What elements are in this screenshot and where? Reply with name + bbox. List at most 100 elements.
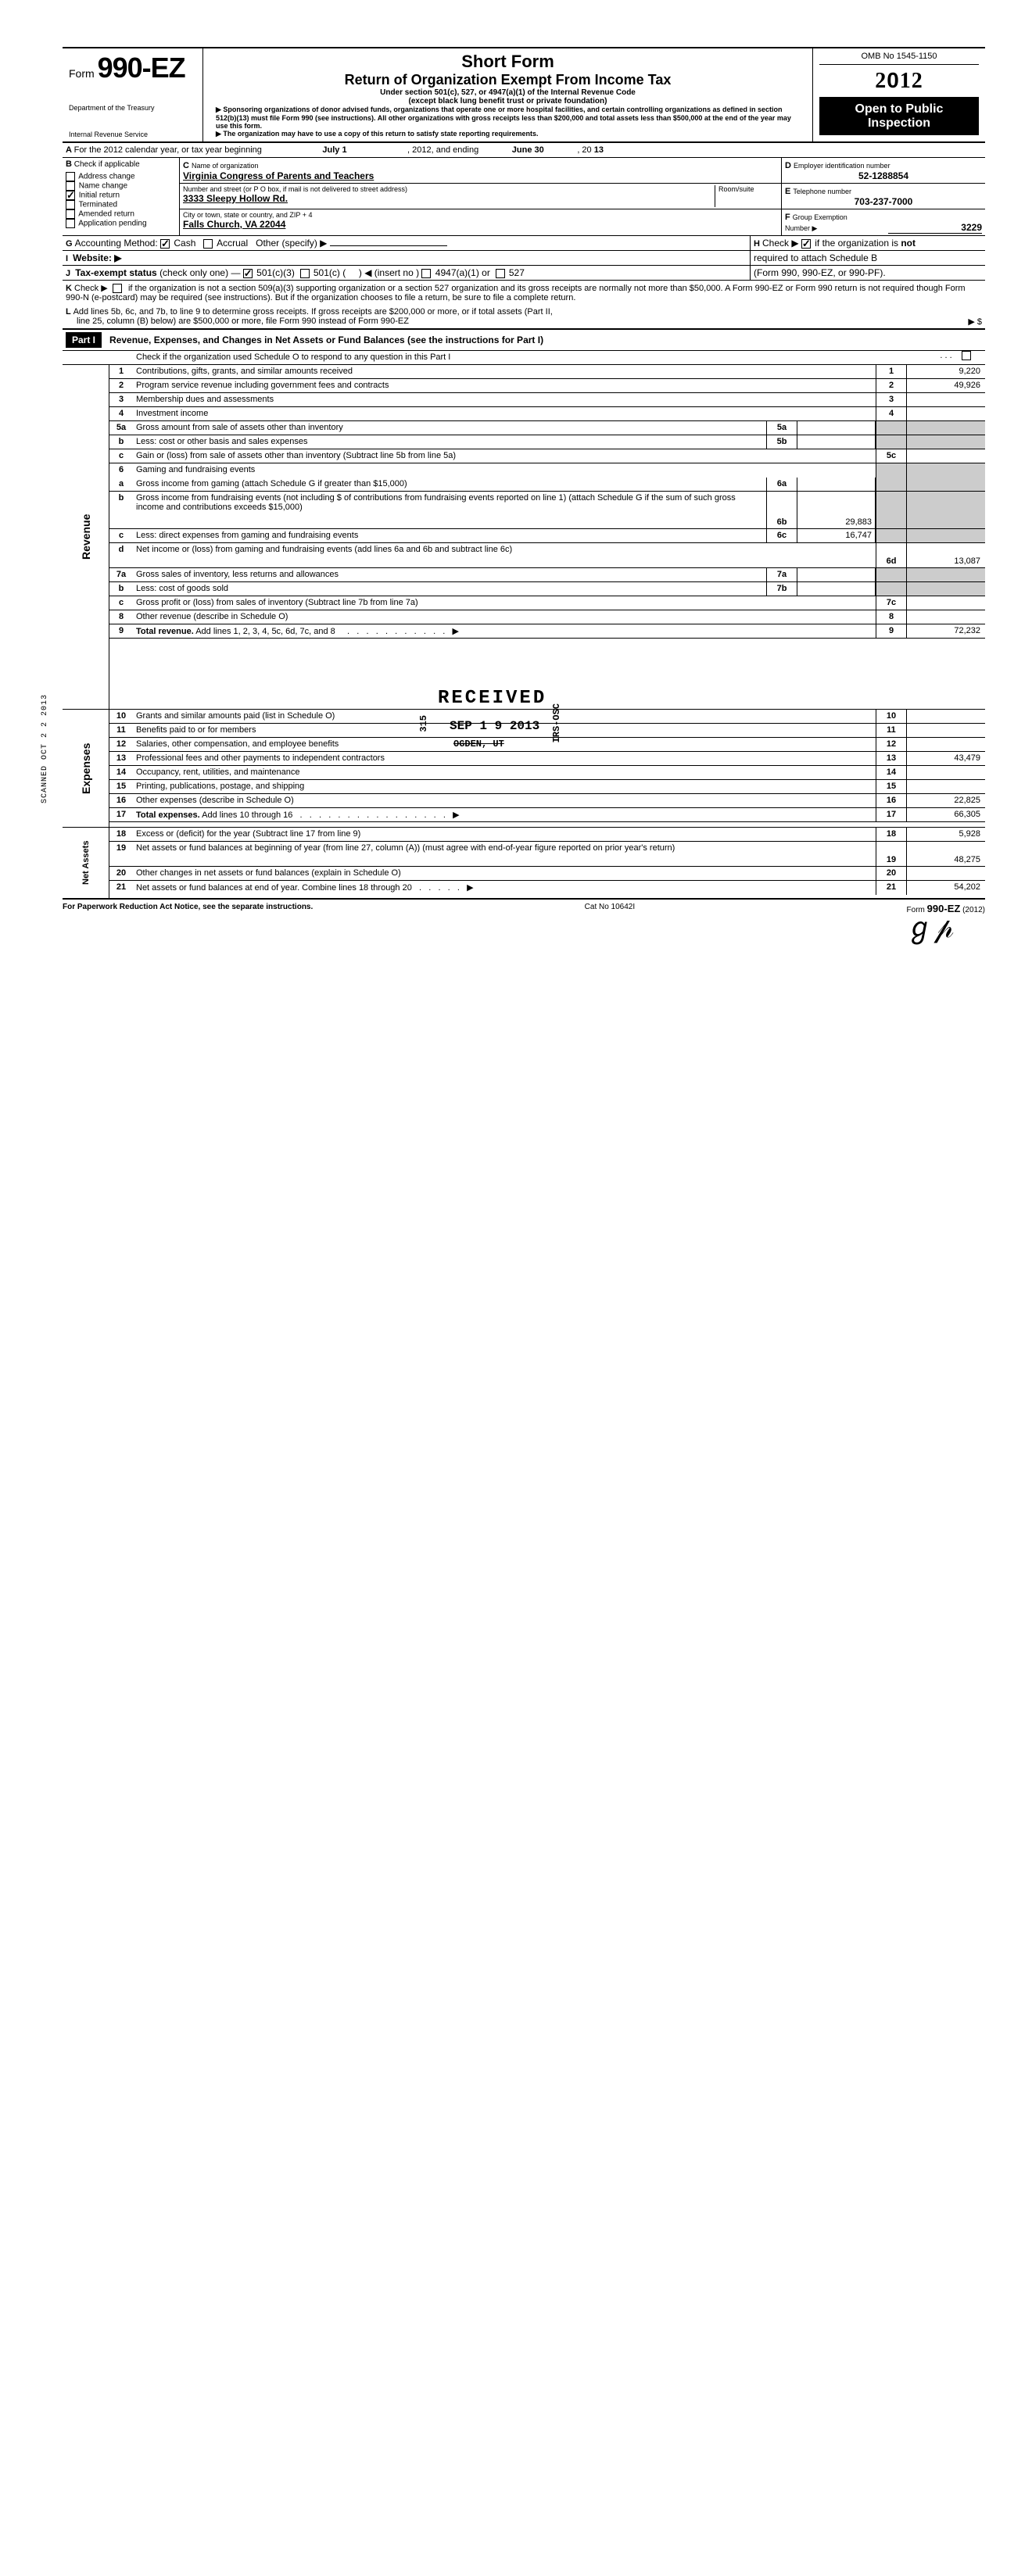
cb-501c[interactable] [300,269,310,278]
ln15-d: Printing, publications, postage, and shi… [133,780,876,793]
ln9-n: 9 [109,624,133,638]
b-item-4: Amended return [78,210,134,219]
j-o4: 527 [509,267,525,278]
state-note: The organization may have to use a copy … [210,130,806,138]
ln7b-mn: 7b [766,582,797,596]
ln16-rn: 16 [876,794,907,807]
b-item-0: Address change [78,173,134,181]
cb-cash[interactable] [160,239,170,249]
j-label: Tax-exempt status [75,267,156,278]
cb-initial-return[interactable] [66,191,75,200]
f-label: Group Exemption [793,213,847,221]
ln20-d: Other changes in net assets or fund bala… [133,867,876,880]
ln2-rv: 49,926 [907,379,985,392]
ln8-rv [907,610,985,624]
l-t1: Add lines 5b, 6c, and 7b, to line 9 to d… [73,307,553,317]
cb-part1[interactable] [962,351,971,360]
cb-k[interactable] [113,284,122,293]
ln18-rn: 18 [876,828,907,841]
ln7b-d: Less: cost of goods sold [133,582,766,596]
ln8-rn: 8 [876,610,907,624]
ln21-n: 21 [109,881,133,895]
scanned-stamp: SCANNED OCT 2 2 2013 [41,694,49,803]
ln6c-mn: 6c [766,529,797,542]
cb-terminated[interactable] [66,200,75,209]
a-yrsuf: , 20 [577,145,591,155]
cb-4947[interactable] [421,269,431,278]
ln3-n: 3 [109,393,133,406]
ln18-rv: 5,928 [907,828,985,841]
cb-accrual[interactable] [203,239,213,249]
ln7c-d: Gross profit or (loss) from sales of inv… [133,596,876,610]
cb-amended[interactable] [66,209,75,219]
j-paren: (check only one) — [159,267,240,278]
ln1-rn: 1 [876,365,907,378]
city: Falls Church, VA 22044 [183,219,778,230]
ln17-rv: 66,305 [907,808,985,821]
room-label: Room/suite [715,185,778,207]
j-o2: 501(c) ( [314,267,346,278]
ln7a-mv [797,568,876,581]
ln4-d: Investment income [133,407,876,420]
ln20-rv [907,867,985,880]
cb-501c3[interactable] [243,269,253,278]
part1-check: Check if the organization used Schedule … [133,351,930,364]
part1-check-row: Check if the organization used Schedule … [63,351,985,365]
ln13-n: 13 [109,752,133,765]
irs-label: Internal Revenue Service [69,131,196,138]
section-h: H Check ▶ if the organization is not [751,236,985,250]
l-arrow: ▶ $ [968,317,982,327]
ln19-rn: 19 [876,842,907,866]
ln17-n: 17 [109,808,133,821]
form-number: 990-EZ [98,52,185,84]
ln10-rv [907,710,985,723]
stamp-315: 315 [418,715,429,732]
netassets-section: Net Assets 18Excess or (deficit) for the… [63,827,985,898]
ln16-d: Other expenses (describe in Schedule O) [133,794,876,807]
l-t2: line 25, column (B) below) are $500,000 … [77,317,409,326]
ln5c-n: c [109,449,133,463]
ln6-n: 6 [109,463,133,478]
c-name-label: Name of organization [192,162,259,170]
cb-address-change[interactable] [66,172,75,181]
cb-527[interactable] [496,269,505,278]
k-label: Check ▶ [74,284,108,293]
ln11-n: 11 [109,724,133,737]
b-item-1: Name change [79,182,127,191]
open-line2: Inspection [822,116,976,131]
ln7c-rv [907,596,985,610]
b-label: Check if applicable [74,160,140,169]
ln6d-rv: 13,087 [907,543,985,567]
d-label: Employer identification number [794,162,890,170]
ln6d-rn: 6d [876,543,907,567]
ln12-rv [907,738,985,751]
c-city-label: City or town, state or country, and ZIP … [183,211,778,219]
footer-right-yr: (2012) [962,906,985,914]
side-expenses: Expenses [80,710,92,827]
ln11-rv [907,724,985,737]
ln6d-d: Net income or (loss) from gaming and fun… [133,543,876,567]
ln5c-rn: 5c [876,449,907,463]
side-netassets: Net Assets [81,828,91,898]
ln2-rn: 2 [876,379,907,392]
j-o1: 501(c)(3) [256,267,295,278]
a-text: For the 2012 calendar year, or tax year … [74,145,262,155]
ein-value: 52-1288854 [785,170,982,181]
h-t3: required to attach Schedule B [751,251,985,265]
ln7a-mn: 7a [766,568,797,581]
cb-sched-b[interactable] [801,239,811,249]
ln6a-mn: 6a [766,478,797,491]
row-j: J Tax-exempt status (check only one) — 5… [63,266,985,281]
cb-pending[interactable] [66,219,75,228]
stamp-ogden: OGDEN, UT [453,739,504,750]
j-ins: ◀ (insert no ) [364,267,419,278]
ln14-d: Occupancy, rent, utilities, and maintena… [133,766,876,779]
a-mid: , 2012, and ending [407,145,478,155]
ln13-rv: 43,479 [907,752,985,765]
section-l: L Add lines 5b, 6c, and 7b, to line 9 to… [63,305,985,329]
ln3-rv [907,393,985,406]
ln13-rn: 13 [876,752,907,765]
ln15-rv [907,780,985,793]
ln14-rv [907,766,985,779]
ln2-d: Program service revenue including govern… [133,379,876,392]
